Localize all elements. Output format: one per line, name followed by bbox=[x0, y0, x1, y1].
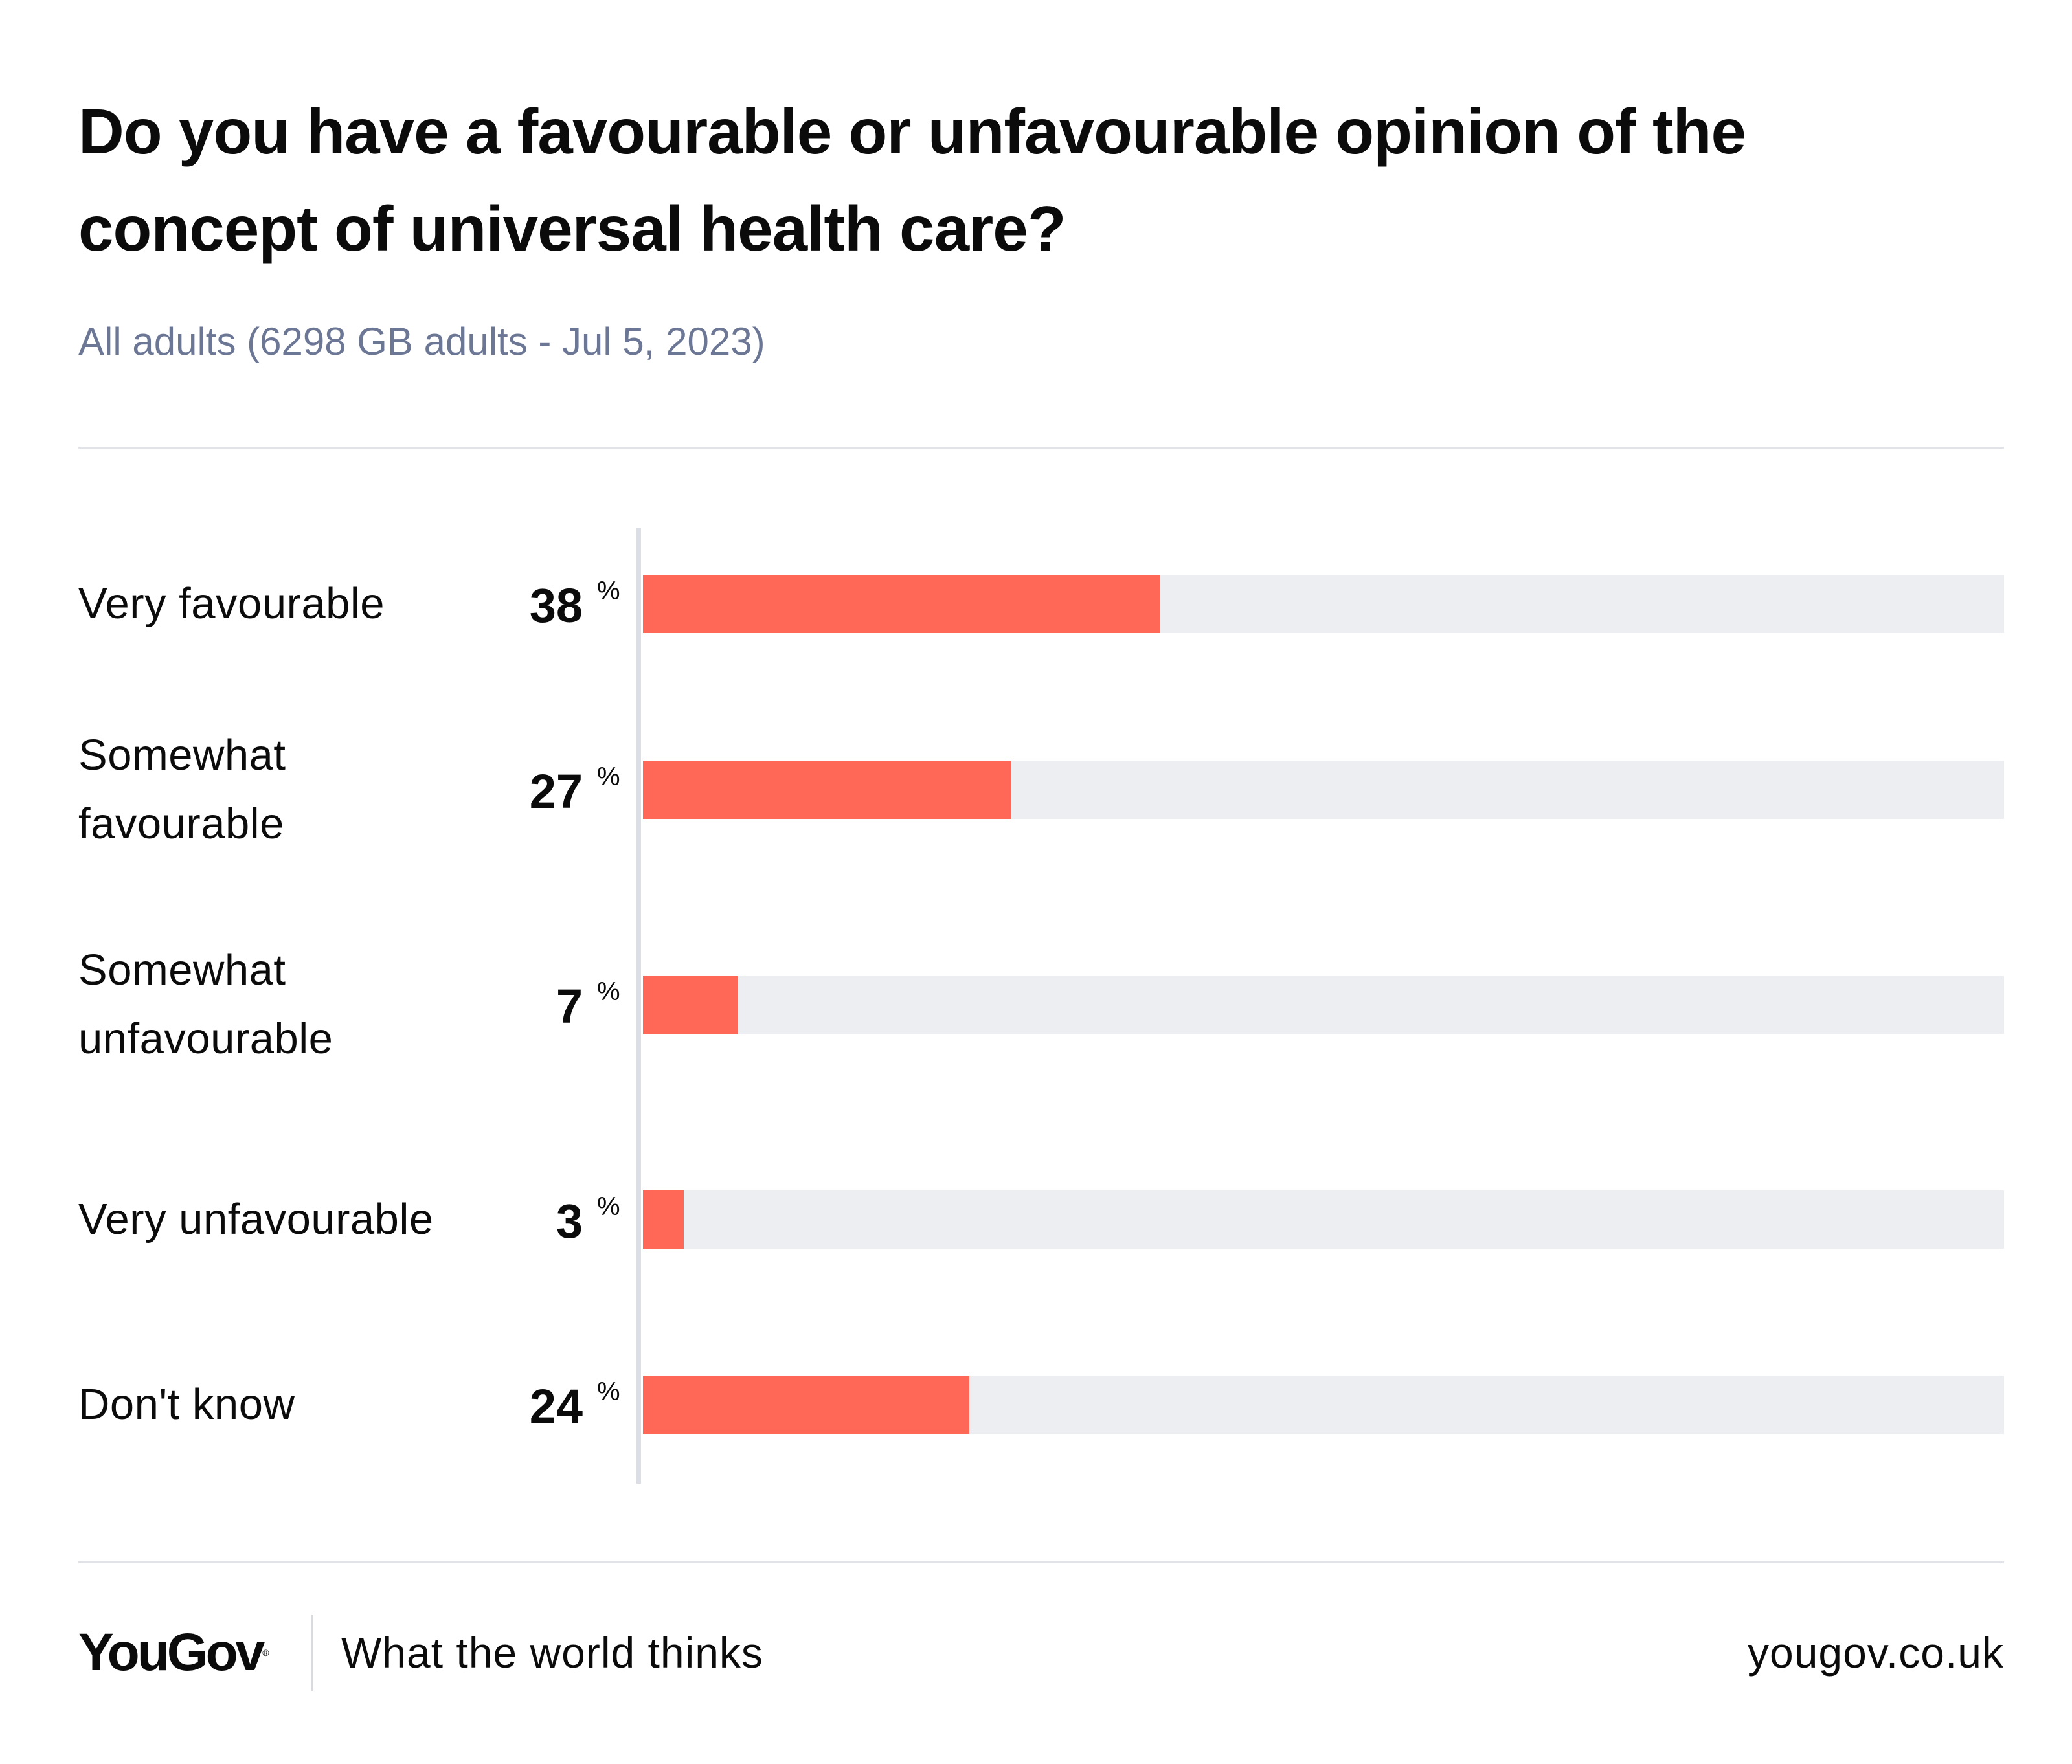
brand-name: YouGov bbox=[78, 1623, 265, 1682]
bar bbox=[643, 1376, 970, 1434]
percent-sign: % bbox=[597, 763, 620, 791]
bar bbox=[643, 976, 739, 1034]
chart-subtitle: All adults (6298 GB adults - Jul 5, 2023… bbox=[78, 320, 765, 363]
footer-separator bbox=[311, 1615, 313, 1691]
category-label: Very favourable bbox=[78, 579, 385, 628]
yougov-logo: YouGov® bbox=[78, 1624, 269, 1682]
bar-track bbox=[643, 761, 2004, 819]
percent-sign: % bbox=[597, 577, 620, 605]
category-label: Very unfavourable bbox=[78, 1195, 434, 1244]
value-label: 7 bbox=[556, 979, 583, 1033]
header-divider bbox=[78, 447, 2004, 449]
category-label: Somewhat unfavourable bbox=[78, 946, 333, 1063]
percent-sign: % bbox=[597, 1192, 620, 1221]
value-label: 27 bbox=[529, 765, 583, 818]
footer-url: yougov.co.uk bbox=[1747, 1629, 2004, 1677]
category-label: Don't know bbox=[78, 1380, 295, 1429]
bar-track bbox=[643, 1376, 2004, 1434]
value-label: 24 bbox=[529, 1379, 583, 1433]
bar bbox=[643, 1190, 684, 1249]
bar bbox=[643, 575, 1160, 633]
percent-sign: % bbox=[597, 977, 620, 1006]
percent-sign: % bbox=[597, 1378, 620, 1406]
value-label: 3 bbox=[556, 1194, 583, 1248]
bar bbox=[643, 761, 1011, 819]
bar-track bbox=[643, 575, 2004, 633]
bar-track bbox=[643, 1190, 2004, 1249]
footer-divider-line bbox=[78, 1561, 2004, 1563]
category-label: Somewhat favourable bbox=[78, 731, 286, 848]
axis-baseline bbox=[636, 528, 641, 1484]
registered-mark-icon: ® bbox=[262, 1647, 269, 1658]
bar-track bbox=[643, 976, 2004, 1034]
footer-tagline: What the world thinks bbox=[341, 1629, 763, 1677]
value-label: 38 bbox=[529, 579, 583, 632]
chart-title: Do you have a favourable or unfavourable… bbox=[78, 96, 1746, 264]
